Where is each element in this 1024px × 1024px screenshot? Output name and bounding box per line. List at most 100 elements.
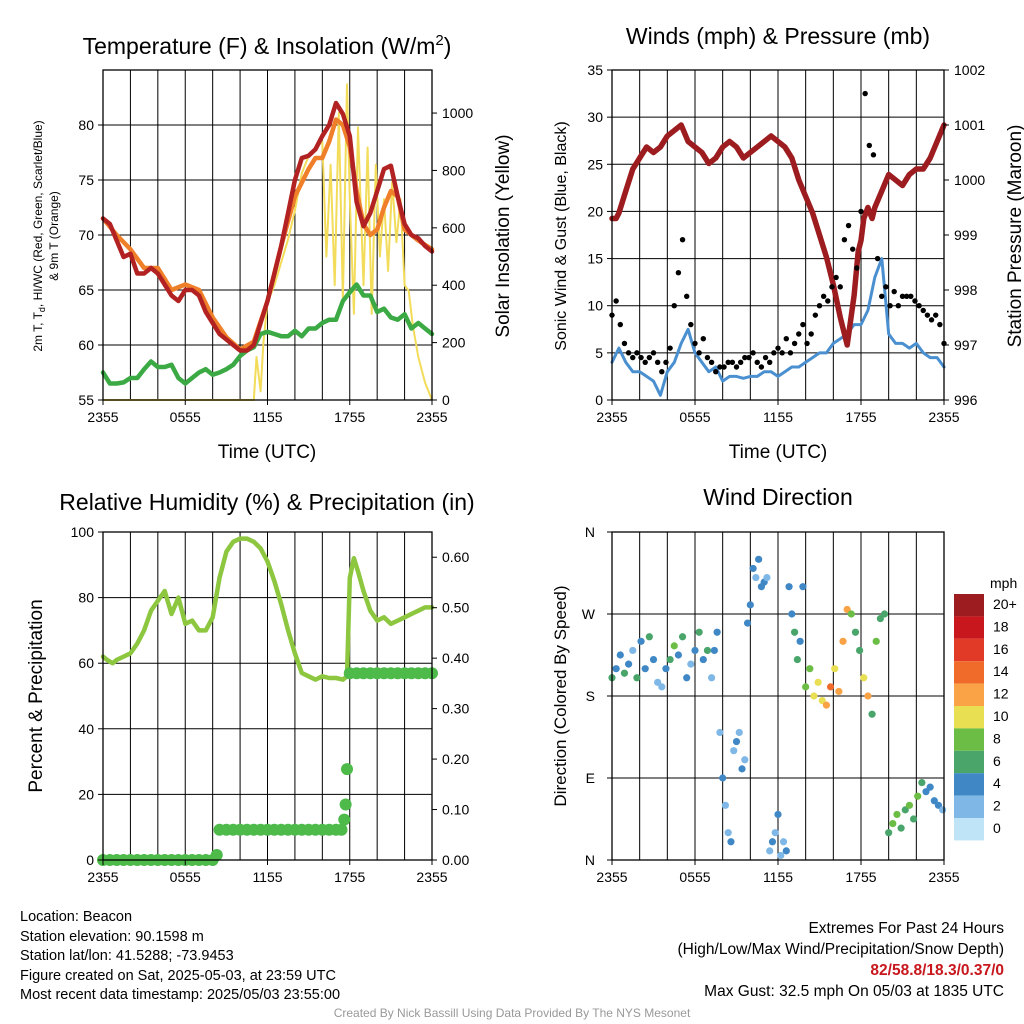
legend-swatch: [954, 616, 984, 639]
gust-point: [650, 350, 657, 356]
temp-2m-line: [100, 100, 435, 353]
legend-label: 10: [993, 708, 1009, 724]
direction-point: [782, 847, 790, 855]
elevation-text: Station elevation: 90.1598 m: [20, 928, 204, 945]
gust-point: [654, 359, 661, 365]
gust-point: [775, 345, 781, 351]
precip-point: [341, 763, 354, 776]
direction-point: [779, 838, 788, 846]
gust-point: [717, 364, 723, 370]
temperature-title: Temperature (F) & Insolation (W/m2): [83, 32, 452, 59]
gust-point: [771, 350, 777, 356]
direction-point: [749, 564, 757, 573]
direction-point: [670, 642, 678, 650]
extremes-title: Extremes For Past 24 Hours: [808, 920, 1004, 937]
location-text: Location: Beacon: [20, 909, 133, 925]
legend-swatch: [954, 706, 984, 729]
precip-point: [335, 823, 348, 836]
direction-point: [710, 646, 718, 655]
y2-tick-label: 0.20: [442, 751, 469, 767]
gust-point: [874, 255, 881, 262]
direction-point: [839, 637, 847, 645]
gust-point: [679, 237, 686, 243]
direction-point: [741, 756, 749, 764]
gust-point: [684, 293, 690, 299]
y2-tick-label: 0.30: [442, 701, 469, 717]
gust-point: [825, 298, 831, 304]
direction-point: [658, 683, 666, 691]
extremes-subtitle: (High/Low/Max Wind/Precipitation/Snow De…: [677, 941, 1005, 958]
y-tick-label: 80: [78, 590, 94, 606]
direction-point: [835, 687, 843, 696]
gust-point: [688, 321, 694, 328]
humidity-title: Relative Humidity (%) & Precipitation (i…: [59, 489, 474, 515]
gust-point: [625, 350, 632, 356]
legend-swatch: [954, 773, 984, 796]
gust-point: [758, 364, 765, 370]
gust-point: [617, 321, 623, 328]
y2-tick-label: 997: [954, 337, 978, 353]
gust-point: [858, 208, 864, 215]
winds-panel: 2355 0555 1155 1755 235505101520253035996997…: [553, 23, 1024, 463]
gust-point: [812, 312, 819, 318]
gust-point: [912, 298, 918, 304]
direction-point: [818, 696, 826, 705]
x-tick-label: 2355: [87, 869, 118, 885]
direction-point: [914, 792, 922, 800]
direction-point: [727, 838, 735, 846]
gust-point: [791, 340, 798, 347]
y-tick-label: 10: [587, 298, 603, 314]
gust-point: [621, 340, 628, 347]
humidity-line: [100, 536, 435, 682]
pressure-line: [609, 122, 947, 348]
gust-point: [800, 321, 806, 328]
legend-swatch: [954, 661, 984, 684]
direction-point: [654, 678, 662, 686]
legend-label: 0: [993, 820, 1001, 836]
legend-swatch: [954, 728, 984, 751]
temperature-left-label-1: 2m T, Td, HI/WC (Red, Green, Scarlet/Blu…: [31, 120, 47, 351]
direction-point: [612, 665, 620, 673]
legend-swatch: [954, 594, 984, 617]
direction-point: [793, 655, 801, 664]
y2-tick-label: 1000: [442, 105, 473, 121]
x-tick-label: 2355: [928, 869, 959, 885]
direction-point: [868, 710, 876, 718]
y2-tick-label: 998: [954, 282, 978, 298]
direction-left-label: Direction (Colored By Speed): [551, 585, 570, 806]
precip-point: [210, 848, 223, 861]
temp-9m-line: [100, 117, 435, 352]
gust-point: [708, 359, 715, 365]
gust-point: [841, 237, 848, 243]
direction-title: Wind Direction: [703, 484, 853, 510]
direction-point: [860, 674, 868, 682]
direction-tick-label: N: [585, 852, 595, 868]
direction-point: [633, 674, 641, 682]
gust-point: [808, 331, 814, 337]
direction-point: [766, 847, 774, 855]
direction-point: [806, 665, 814, 673]
winds-xlabel: Time (UTC): [729, 442, 828, 463]
legend-label: 6: [993, 753, 1001, 769]
legend-swatch: [954, 683, 984, 706]
direction-point: [872, 637, 880, 645]
y-tick-label: 80: [78, 117, 94, 133]
direction-point: [695, 628, 703, 636]
direction-point: [851, 628, 860, 636]
gust-point: [928, 317, 935, 323]
gust-point: [642, 359, 648, 365]
max-gust-text: Max Gust: 32.5 mph On 05/03 at 1835 UTC: [704, 983, 1004, 1000]
y-tick-label: 20: [78, 786, 94, 802]
gust-point: [742, 354, 748, 361]
speed-legend: mph 20+ 18 16 14 12 10 8 6 4 2 0: [954, 575, 1017, 841]
gust-point: [767, 359, 773, 365]
y-tick-label: 30: [587, 109, 603, 125]
direction-point: [822, 701, 831, 709]
direction-point: [743, 619, 752, 627]
legend-swatch: [954, 638, 984, 662]
direction-point: [785, 583, 793, 591]
gust-point: [854, 265, 860, 271]
direction-point: [791, 628, 799, 636]
x-tick-label: 2355: [596, 869, 627, 885]
